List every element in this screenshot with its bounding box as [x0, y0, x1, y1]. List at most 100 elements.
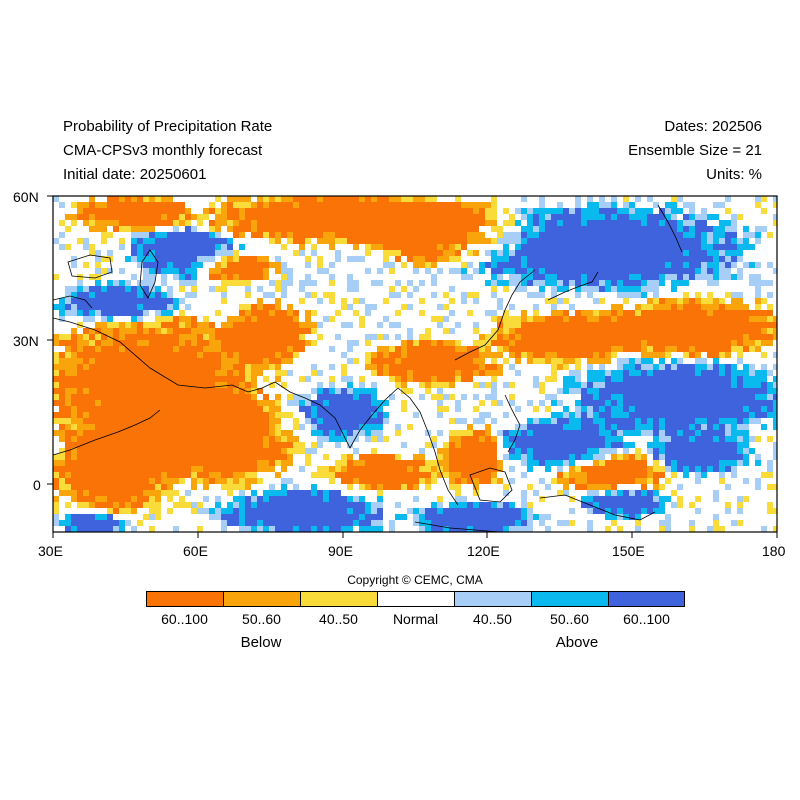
field-cell	[737, 346, 743, 352]
field-cell	[137, 406, 143, 412]
field-cell	[263, 316, 269, 322]
field-cell	[281, 478, 287, 484]
field-cell	[527, 208, 533, 214]
field-cell	[419, 526, 425, 532]
field-cell	[191, 436, 197, 442]
field-cell	[581, 454, 587, 460]
field-cell	[701, 340, 707, 346]
field-cell	[407, 256, 413, 262]
field-cell	[437, 400, 443, 406]
field-cell	[683, 316, 689, 322]
field-cell	[587, 472, 593, 478]
field-cell	[209, 208, 215, 214]
field-cell	[479, 340, 485, 346]
field-cell	[605, 514, 611, 520]
field-cell	[641, 418, 647, 424]
field-cell	[497, 316, 503, 322]
field-cell	[125, 208, 131, 214]
field-cell	[719, 418, 725, 424]
field-cell	[623, 364, 629, 370]
field-cell	[737, 394, 743, 400]
field-cell	[275, 406, 281, 412]
field-cell	[635, 196, 641, 202]
field-cell	[371, 400, 377, 406]
field-cell	[245, 196, 251, 202]
field-cell	[605, 250, 611, 256]
field-cell	[293, 310, 299, 316]
field-cell	[215, 268, 221, 274]
field-cell	[701, 418, 707, 424]
field-cell	[131, 316, 137, 322]
field-cell	[287, 352, 293, 358]
field-cell	[107, 250, 113, 256]
field-cell	[299, 298, 305, 304]
field-cell	[749, 310, 755, 316]
field-cell	[71, 334, 77, 340]
field-cell	[167, 238, 173, 244]
field-cell	[77, 238, 83, 244]
field-cell	[641, 508, 647, 514]
field-cell	[101, 478, 107, 484]
field-cell	[425, 202, 431, 208]
field-cell	[569, 520, 575, 526]
field-cell	[677, 418, 683, 424]
field-cell	[611, 490, 617, 496]
field-cell	[701, 412, 707, 418]
field-cell	[641, 292, 647, 298]
field-cell	[437, 244, 443, 250]
field-cell	[389, 526, 395, 532]
field-cell	[245, 400, 251, 406]
field-cell	[311, 202, 317, 208]
field-cell	[713, 214, 719, 220]
field-cell	[389, 520, 395, 526]
field-cell	[113, 304, 119, 310]
field-cell	[563, 340, 569, 346]
field-cell	[515, 454, 521, 460]
field-cell	[149, 280, 155, 286]
field-cell	[95, 520, 101, 526]
field-cell	[323, 490, 329, 496]
field-cell	[593, 412, 599, 418]
field-cell	[407, 202, 413, 208]
field-cell	[503, 256, 509, 262]
field-cell	[239, 196, 245, 202]
field-cell	[617, 268, 623, 274]
field-cell	[269, 382, 275, 388]
field-cell	[179, 352, 185, 358]
field-cell	[437, 382, 443, 388]
field-cell	[371, 364, 377, 370]
field-cell	[515, 238, 521, 244]
field-cell	[611, 436, 617, 442]
field-cell	[683, 346, 689, 352]
field-cell	[389, 376, 395, 382]
field-cell	[749, 412, 755, 418]
field-cell	[695, 418, 701, 424]
field-cell	[173, 526, 179, 532]
field-cell	[197, 526, 203, 532]
field-cell	[245, 226, 251, 232]
field-cell	[83, 394, 89, 400]
field-cell	[365, 484, 371, 490]
field-cell	[461, 220, 467, 226]
field-cell	[59, 388, 65, 394]
field-cell	[53, 334, 59, 340]
field-cell	[377, 244, 383, 250]
field-cell	[275, 514, 281, 520]
field-cell	[227, 280, 233, 286]
field-cell	[755, 292, 761, 298]
field-cell	[689, 208, 695, 214]
field-cell	[677, 226, 683, 232]
field-cell	[137, 484, 143, 490]
field-cell	[341, 202, 347, 208]
field-cell	[395, 514, 401, 520]
field-cell	[629, 238, 635, 244]
field-cell	[293, 196, 299, 202]
field-cell	[419, 460, 425, 466]
field-cell	[215, 466, 221, 472]
field-cell	[527, 238, 533, 244]
field-cell	[653, 448, 659, 454]
field-cell	[251, 466, 257, 472]
field-cell	[455, 496, 461, 502]
field-cell	[485, 262, 491, 268]
field-cell	[317, 520, 323, 526]
